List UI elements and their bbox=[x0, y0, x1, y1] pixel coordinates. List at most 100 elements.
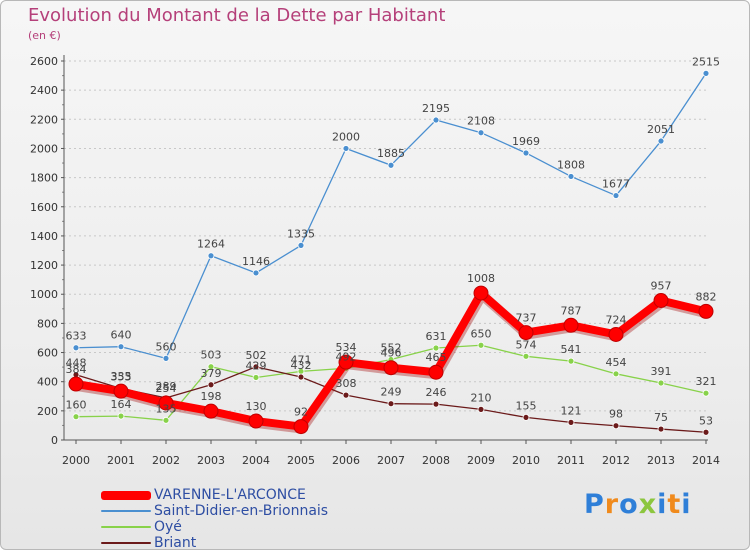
data-label: 98 bbox=[609, 408, 623, 421]
data-label: 391 bbox=[651, 365, 672, 378]
data-label: 1885 bbox=[377, 147, 405, 160]
data-label: 246 bbox=[426, 386, 447, 399]
logo-letter: x bbox=[638, 489, 658, 520]
data-label: 92 bbox=[294, 406, 308, 419]
data-label: 429 bbox=[246, 359, 267, 372]
x-tick-label: 2003 bbox=[197, 454, 225, 467]
data-point bbox=[113, 383, 129, 399]
data-label: 787 bbox=[561, 304, 582, 317]
data-point bbox=[297, 241, 305, 249]
y-tick-label: 600 bbox=[37, 347, 58, 360]
data-point bbox=[338, 354, 354, 370]
data-label: 121 bbox=[561, 404, 582, 417]
data-point bbox=[432, 344, 440, 352]
data-point bbox=[207, 252, 215, 260]
data-label: 492 bbox=[336, 350, 357, 363]
data-label: 308 bbox=[336, 377, 357, 390]
data-point bbox=[342, 391, 350, 399]
x-tick-label: 2009 bbox=[467, 454, 495, 467]
y-tick-label: 2000 bbox=[30, 142, 58, 155]
data-label: 640 bbox=[111, 329, 132, 342]
x-tick-label: 2013 bbox=[647, 454, 675, 467]
x-tick-label: 2000 bbox=[62, 454, 90, 467]
data-point bbox=[612, 192, 620, 199]
data-point bbox=[702, 428, 710, 436]
data-point bbox=[522, 414, 530, 421]
data-label: 384 bbox=[66, 363, 87, 376]
data-point bbox=[387, 161, 395, 169]
y-tick-label: 1000 bbox=[30, 288, 58, 301]
x-tick-label: 2005 bbox=[287, 454, 315, 467]
data-point bbox=[518, 325, 534, 341]
data-label: 160 bbox=[66, 399, 87, 412]
data-label: 471 bbox=[291, 353, 312, 366]
logo-letter: r bbox=[604, 489, 620, 520]
data-label: 289 bbox=[156, 380, 177, 393]
data-label: 633 bbox=[66, 330, 87, 343]
x-tick-label: 2014 bbox=[692, 454, 720, 467]
data-label: 353 bbox=[111, 371, 132, 384]
data-point bbox=[702, 69, 710, 77]
y-tick-label: 2400 bbox=[30, 84, 58, 97]
y-tick-label: 1600 bbox=[30, 201, 58, 214]
data-point bbox=[567, 418, 575, 426]
legend-item: Briant bbox=[101, 535, 328, 550]
data-label: 1677 bbox=[602, 178, 630, 191]
data-label: 650 bbox=[471, 327, 492, 340]
x-tick-label: 2011 bbox=[557, 454, 585, 467]
data-point bbox=[203, 403, 219, 419]
x-tick-label: 2007 bbox=[377, 454, 405, 467]
y-tick-label: 800 bbox=[37, 317, 58, 330]
proxiti-logo: Proxiti bbox=[584, 489, 692, 520]
data-label: 737 bbox=[516, 312, 537, 325]
data-point bbox=[72, 413, 80, 421]
data-point bbox=[477, 129, 485, 137]
legend-label: Oyé bbox=[154, 519, 182, 535]
logo-letter: t bbox=[667, 489, 682, 520]
legend-swatch bbox=[101, 510, 151, 512]
data-label: 53 bbox=[699, 414, 713, 427]
data-label: 882 bbox=[696, 290, 717, 303]
data-point bbox=[698, 303, 714, 319]
data-point bbox=[477, 341, 485, 349]
data-label: 155 bbox=[516, 399, 537, 412]
data-point bbox=[248, 413, 264, 429]
y-tick-label: 0 bbox=[51, 434, 58, 447]
data-point bbox=[432, 116, 440, 124]
data-label: 1008 bbox=[467, 272, 495, 285]
data-label: 454 bbox=[606, 356, 627, 369]
data-label: 502 bbox=[246, 349, 267, 362]
y-tick-label: 1800 bbox=[30, 172, 58, 185]
data-point bbox=[117, 412, 125, 420]
data-label: 2195 bbox=[422, 102, 450, 115]
data-label: 1969 bbox=[512, 135, 540, 148]
data-point bbox=[293, 419, 309, 435]
data-point bbox=[657, 425, 665, 433]
data-point bbox=[612, 370, 620, 378]
data-point bbox=[657, 379, 665, 387]
data-label: 130 bbox=[246, 400, 267, 413]
data-label: 448 bbox=[66, 357, 87, 370]
data-label: 957 bbox=[651, 279, 672, 292]
x-tick-label: 2012 bbox=[602, 454, 630, 467]
y-tick-label: 200 bbox=[37, 405, 58, 418]
data-label: 503 bbox=[201, 349, 222, 362]
data-label: 552 bbox=[381, 342, 402, 355]
data-label: 135 bbox=[156, 402, 177, 415]
data-point bbox=[162, 354, 170, 362]
legend-item: Oyé bbox=[101, 519, 328, 535]
data-label: 379 bbox=[201, 367, 222, 380]
data-label: 574 bbox=[516, 338, 537, 351]
data-point bbox=[297, 373, 305, 381]
data-point bbox=[428, 364, 444, 380]
chart-subtitle: (en €) bbox=[28, 29, 61, 42]
data-point bbox=[72, 344, 80, 352]
data-label: 465 bbox=[426, 351, 447, 364]
data-point bbox=[653, 292, 669, 308]
legend-label: Briant bbox=[154, 535, 197, 550]
chart-title: Evolution du Montant de la Dette par Hab… bbox=[28, 5, 446, 26]
data-point bbox=[432, 400, 440, 408]
data-point bbox=[158, 395, 174, 411]
